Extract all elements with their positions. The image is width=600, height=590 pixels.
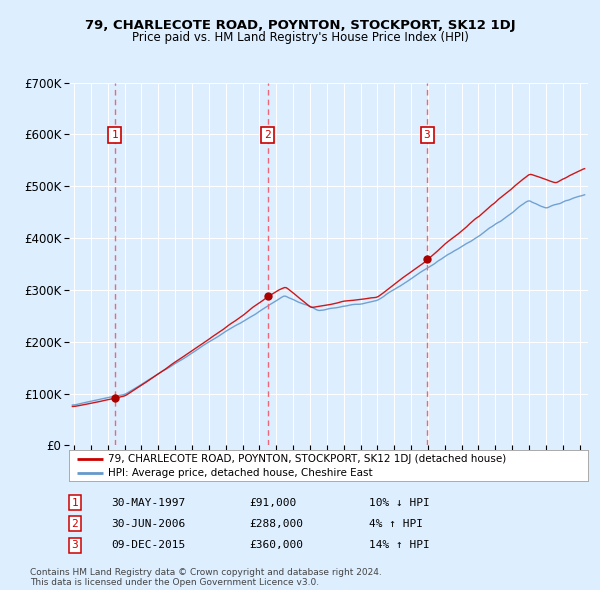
Text: Price paid vs. HM Land Registry's House Price Index (HPI): Price paid vs. HM Land Registry's House … (131, 31, 469, 44)
Text: 14% ↑ HPI: 14% ↑ HPI (369, 540, 430, 550)
Text: HPI: Average price, detached house, Cheshire East: HPI: Average price, detached house, Ches… (108, 468, 373, 478)
Text: £360,000: £360,000 (249, 540, 303, 550)
Text: 09-DEC-2015: 09-DEC-2015 (111, 540, 185, 550)
Text: 30-MAY-1997: 30-MAY-1997 (111, 498, 185, 507)
Text: 79, CHARLECOTE ROAD, POYNTON, STOCKPORT, SK12 1DJ (detached house): 79, CHARLECOTE ROAD, POYNTON, STOCKPORT,… (108, 454, 506, 464)
Text: Contains HM Land Registry data © Crown copyright and database right 2024.
This d: Contains HM Land Registry data © Crown c… (30, 568, 382, 587)
Text: 2: 2 (264, 130, 271, 140)
Text: £91,000: £91,000 (249, 498, 296, 507)
Text: 30-JUN-2006: 30-JUN-2006 (111, 519, 185, 529)
Text: £288,000: £288,000 (249, 519, 303, 529)
Text: 2: 2 (71, 519, 79, 529)
Text: 79, CHARLECOTE ROAD, POYNTON, STOCKPORT, SK12 1DJ: 79, CHARLECOTE ROAD, POYNTON, STOCKPORT,… (85, 19, 515, 32)
Text: 10% ↓ HPI: 10% ↓ HPI (369, 498, 430, 507)
Text: 3: 3 (424, 130, 430, 140)
Text: 1: 1 (111, 130, 118, 140)
Text: 4% ↑ HPI: 4% ↑ HPI (369, 519, 423, 529)
Text: 1: 1 (71, 498, 79, 507)
Text: 3: 3 (71, 540, 79, 550)
